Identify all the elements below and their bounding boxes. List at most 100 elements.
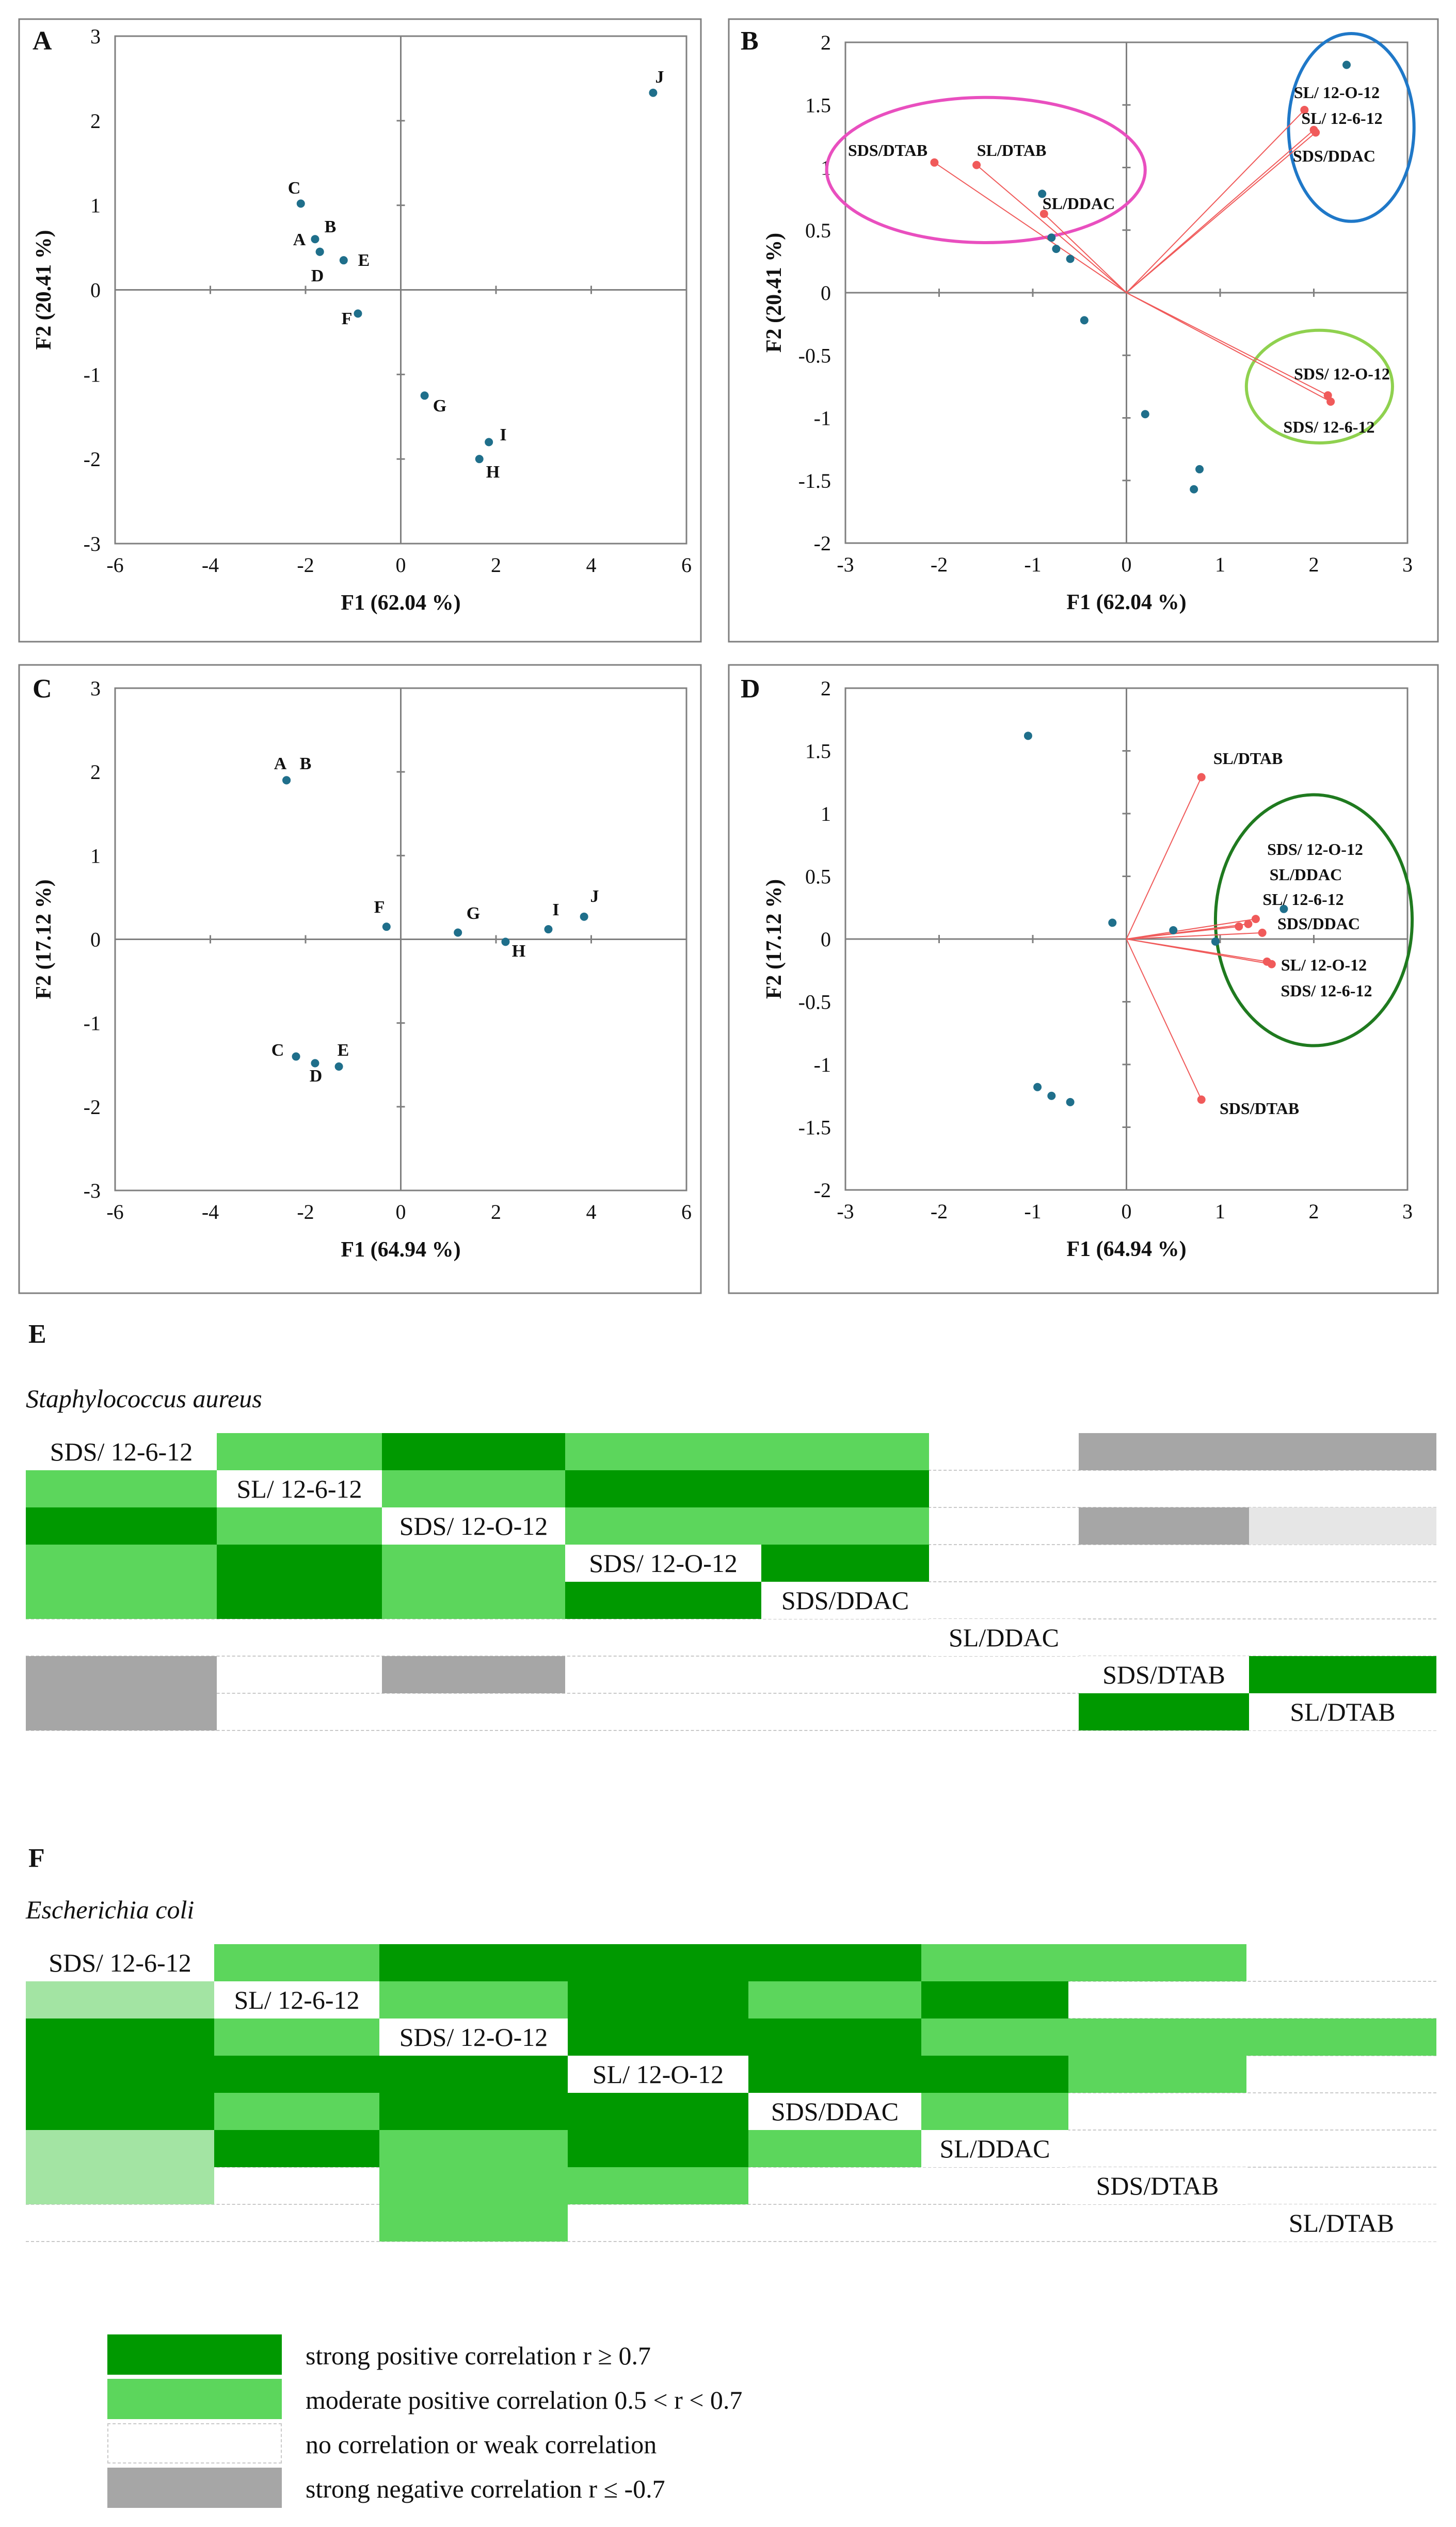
point-label-h: H (512, 942, 525, 961)
heatmap-cell-neg (1249, 1433, 1436, 1470)
legend-swatch-moderate (107, 2379, 282, 2419)
loading-point (1267, 960, 1276, 968)
y-tick-label: 3 (90, 677, 101, 700)
observation-point (315, 247, 324, 256)
heatmap-cell-strong (565, 1470, 761, 1507)
heatmap-cell-strong (1079, 1693, 1249, 1730)
observation-point (1038, 189, 1047, 198)
heatmap-cell-strong (1249, 1656, 1436, 1693)
heatmap-cell-strong (568, 1981, 748, 2019)
y-tick-label: -0.5 (798, 344, 831, 367)
observation-point (454, 928, 462, 937)
heatmap-cell-neg (26, 1693, 217, 1730)
heatmap-cell-strong (921, 2056, 1068, 2093)
panel-letter-d: D (741, 674, 760, 704)
y-tick-label: -3 (84, 1179, 101, 1202)
point-label-i: I (552, 900, 559, 919)
point-label-f: F (342, 309, 353, 328)
panel-letter-c: C (33, 674, 52, 704)
loading-point (1251, 915, 1260, 924)
point-label-a: A (293, 230, 306, 249)
heatmap-cell-weakneg (1249, 1507, 1436, 1545)
observation-point (1023, 732, 1032, 740)
loading-point (1258, 928, 1267, 937)
heatmap-cell-neg (382, 1656, 565, 1693)
vector-label: SDS/ 12-6-12 (1284, 418, 1375, 436)
x-tick-label: -6 (106, 553, 123, 577)
species-title-e: Staphylococcus aureus (26, 1384, 262, 1413)
point-label-c: C (271, 1041, 284, 1060)
y-tick-label: -1.5 (798, 469, 831, 492)
x-tick-label: -2 (931, 1200, 948, 1223)
heatmap-cell-mod (214, 1944, 379, 1981)
vector-label: SL/ 12-6-12 (1301, 109, 1382, 128)
loading-vector (1126, 132, 1316, 293)
heatmap-cell-strong (568, 1944, 748, 1981)
heatmap-cell-mod (379, 2204, 568, 2242)
observation-point (339, 256, 348, 265)
x-tick-label: 0 (1122, 1200, 1132, 1223)
loading-vector (1126, 923, 1249, 940)
heatmap-diagonal-label: SL/DTAB (1246, 2204, 1436, 2242)
loading-vector (934, 162, 1127, 293)
observation-point (1141, 410, 1149, 419)
heatmap-cell-strong (568, 2130, 748, 2167)
observation-point (1211, 937, 1220, 946)
vector-label: SL/DTAB (1213, 749, 1283, 768)
heatmap-cell-neg (1079, 1433, 1249, 1470)
y-tick-label: 1 (90, 194, 101, 217)
observation-point (544, 925, 553, 934)
group-ellipse (825, 96, 1147, 244)
y-tick-label: -1 (84, 363, 101, 386)
heatmap-diagonal-label: SDS/ 12-6-12 (26, 1433, 217, 1470)
point-label-g: G (433, 396, 446, 416)
heatmap-cell-mod (761, 1433, 929, 1470)
x-tick-label: 0 (396, 553, 406, 577)
heatmap-cell-mod (382, 1545, 565, 1582)
x-tick-label: 0 (396, 1200, 406, 1223)
heatmap-diagonal-label: SDS/DTAB (1079, 1656, 1249, 1693)
loading-point (1197, 1095, 1206, 1104)
y-tick-label: -2 (84, 1095, 101, 1119)
heatmap-cell-mod (921, 2019, 1068, 2056)
y-tick-label: -1 (814, 1053, 831, 1076)
x-tick-label: 4 (586, 553, 597, 577)
y-tick-label: -3 (84, 532, 101, 555)
heatmap-cell-strong (748, 2019, 921, 2056)
loading-point (972, 161, 981, 169)
heatmap-cell-strong (921, 1981, 1068, 2019)
x-tick-label: 2 (491, 553, 501, 577)
heatmap-cell-mod (26, 1582, 217, 1619)
observation-point (1195, 465, 1204, 473)
y-tick-label: -1.5 (798, 1116, 831, 1139)
legend-swatch-none (107, 2423, 282, 2464)
x-tick-label: 0 (1122, 553, 1132, 576)
loading-point (1244, 919, 1253, 928)
x-axis-label: F1 (62.04 %) (1066, 591, 1186, 614)
y-axis-label: F2 (20.41 %) (32, 230, 56, 349)
observation-point (1047, 1091, 1056, 1100)
y-tick-label: 1.5 (805, 740, 831, 763)
x-tick-label: -6 (106, 1200, 123, 1223)
heatmap-cell-strong (26, 2093, 214, 2130)
vector-label: SL/DDAC (1043, 194, 1115, 213)
heatmap-cell-strong (217, 1582, 382, 1619)
heatmap-cell-strong (761, 1545, 929, 1582)
observation-point (1047, 233, 1056, 242)
observation-point (475, 455, 484, 464)
vector-label: SDS/ 12-6-12 (1281, 981, 1372, 1000)
observation-point (420, 391, 429, 400)
x-tick-label: -4 (202, 1200, 219, 1223)
heatmap-cell-mod (761, 1507, 929, 1545)
vector-label: SL/DDAC (1270, 865, 1342, 884)
y-tick-label: -1 (814, 407, 831, 430)
y-tick-label: 0.5 (805, 865, 831, 888)
heatmap-cell-mod (565, 1433, 761, 1470)
point-label-i: I (500, 425, 506, 444)
heatmap-diagonal-label: SDS/DDAC (748, 2093, 921, 2130)
heatmap-cell-neg (1079, 1507, 1249, 1545)
observation-point (501, 937, 510, 946)
y-tick-label: 2 (821, 31, 831, 54)
point-label-h: H (486, 463, 500, 482)
